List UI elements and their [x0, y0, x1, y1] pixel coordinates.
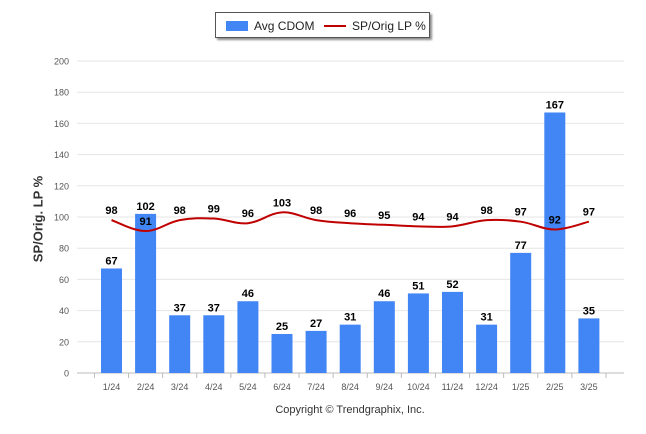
line-data-label: 94 — [446, 211, 459, 223]
bar-data-label: 52 — [446, 279, 458, 291]
x-tick-label: 11/24 — [442, 382, 464, 392]
y-tick-label: 180 — [54, 88, 69, 98]
x-tick-label: 5/24 — [239, 382, 257, 392]
bar — [544, 112, 566, 373]
bar-data-label: 51 — [412, 280, 424, 292]
y-axis-label: SP/Orig. LP % — [30, 175, 46, 263]
bar — [101, 268, 122, 373]
bar-data-label: 31 — [344, 312, 356, 324]
x-tick-label: 4/24 — [205, 382, 223, 392]
x-tick-label: 8/24 — [341, 382, 359, 392]
y-tick-label: 100 — [54, 213, 69, 223]
bar-data-label: 167 — [546, 99, 564, 111]
bar-data-label: 31 — [480, 312, 492, 324]
bar-data-label: 35 — [583, 305, 595, 317]
line-data-label: 98 — [310, 205, 322, 217]
line-data-label: 96 — [242, 208, 254, 220]
line-data-label: 97 — [515, 207, 527, 219]
legend-item-bar[interactable]: Avg CDOM — [226, 19, 314, 33]
legend-line-swatch — [324, 25, 346, 27]
y-tick-label: 60 — [59, 275, 69, 285]
y-tick-label: 200 — [54, 57, 69, 67]
y-tick-label: 80 — [59, 244, 69, 254]
y-tick-label: 160 — [54, 119, 69, 129]
line-data-label: 95 — [378, 210, 390, 222]
bar — [339, 324, 361, 373]
bar-data-label: 27 — [310, 318, 322, 330]
bar — [510, 252, 532, 373]
y-tick-label: 120 — [54, 181, 69, 191]
line-data-label: 98 — [174, 205, 186, 217]
y-tick-label: 140 — [54, 150, 69, 160]
bar-data-label: 46 — [242, 288, 254, 300]
line-data-label: 92 — [549, 214, 561, 226]
copyright-text: Copyright © Trendgraphix, Inc. — [275, 404, 425, 416]
line-data-label: 96 — [344, 208, 356, 220]
bar — [476, 324, 498, 373]
bar — [135, 213, 157, 373]
line-data-label: 98 — [480, 205, 492, 217]
x-tick-label: 1/25 — [512, 382, 530, 392]
x-axis-ticks: 1/24 2/24 3/24 4/24 5/24 6/24 7/24 8/24 9/24 10/2… — [93, 373, 607, 392]
bar-data-label: 25 — [276, 321, 288, 333]
legend-bar-swatch — [226, 21, 248, 31]
y-tick-label: 0 — [64, 369, 69, 379]
bar-series — [101, 112, 600, 373]
line-data-label: 97 — [583, 207, 595, 219]
bar-data-label: 46 — [378, 288, 390, 300]
x-tick-label: 7/24 — [307, 382, 325, 392]
x-tick-label: 9/24 — [376, 382, 394, 392]
line-data-label: 103 — [273, 197, 291, 209]
bar-data-label: 37 — [208, 302, 220, 314]
legend-item-line[interactable]: SP/Orig LP % — [324, 19, 426, 33]
bar — [578, 318, 600, 373]
bar-data-label: 37 — [174, 302, 186, 314]
series-line — [111, 211, 590, 233]
bar — [305, 330, 327, 373]
bar — [373, 301, 395, 373]
x-tick-label: 3/25 — [580, 382, 598, 392]
bar-data-label: 102 — [136, 201, 154, 213]
y-tick-label: 40 — [59, 306, 69, 316]
bar — [442, 291, 463, 373]
line-data-label: 98 — [105, 205, 117, 217]
bar — [203, 315, 225, 373]
legend: Avg CDOM SP/Orig LP % — [215, 12, 430, 38]
x-tick-label: 2/24 — [137, 382, 155, 392]
line-data-label: 91 — [139, 216, 151, 228]
bar-data-label: 67 — [105, 255, 117, 267]
x-tick-label: 3/24 — [171, 382, 189, 392]
x-tick-label: 12/24 — [475, 382, 498, 392]
x-tick-label: 1/24 — [103, 382, 121, 392]
line-series — [111, 211, 590, 233]
data-labels: 67 102 37 37 46 25 27 31 46 51 52 31 77 167 35 98 91 98 99… — [105, 99, 595, 333]
bar — [271, 334, 293, 373]
x-tick-label: 10/24 — [407, 382, 430, 392]
legend-label-bar: Avg CDOM — [254, 19, 315, 33]
bar — [169, 315, 191, 373]
bar-data-label: 77 — [515, 240, 527, 252]
bar — [237, 301, 259, 373]
grid-lines — [77, 60, 624, 374]
line-data-label: 94 — [412, 211, 425, 223]
x-tick-label: 2/25 — [546, 382, 564, 392]
legend-label-line: SP/Orig LP % — [352, 19, 426, 33]
x-tick-label: 6/24 — [273, 382, 291, 392]
bar — [407, 293, 429, 373]
line-data-label: 99 — [208, 204, 220, 216]
y-tick-label: 20 — [59, 337, 69, 347]
y-axis-ticks: 0 20 40 60 80 100 120 140 160 180 200 — [54, 57, 69, 379]
